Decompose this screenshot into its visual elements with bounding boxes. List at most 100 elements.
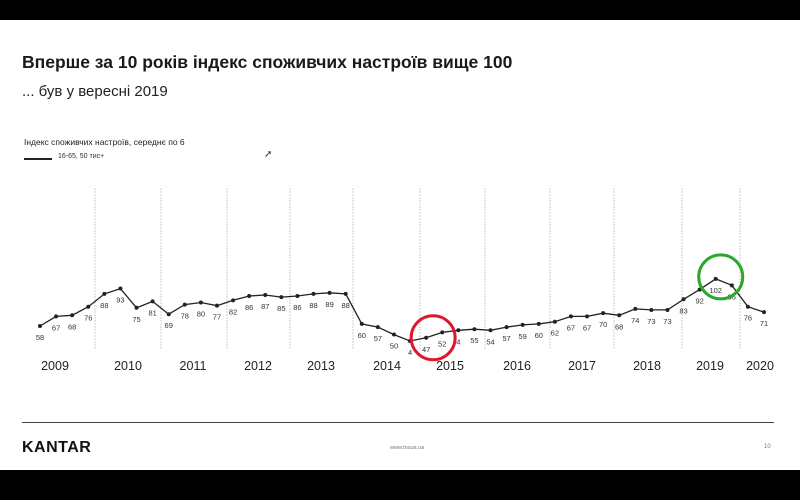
data-label: 54	[486, 337, 494, 346]
data-label: 50	[390, 342, 398, 351]
data-label: 74	[631, 316, 639, 325]
data-label: 76	[744, 314, 752, 323]
data-label: 89	[325, 300, 333, 309]
data-point	[150, 299, 155, 304]
year-tick-label: 2017	[568, 359, 596, 373]
slide: Вперше за 10 років індекс споживчих наст…	[0, 20, 800, 470]
data-label: 69	[165, 321, 173, 330]
data-point	[38, 324, 42, 328]
green-highlight-circle	[697, 253, 745, 301]
kantar-logo: KANTAR	[22, 439, 92, 456]
data-label: 73	[663, 317, 671, 326]
data-label: 52	[438, 339, 446, 348]
data-point	[263, 292, 268, 297]
data-label: 88	[100, 301, 108, 310]
data-point	[601, 311, 606, 316]
line-chart: 2009 2010 2011 2012 2013 2014 2015 2016 2017 2018…	[36, 188, 774, 373]
data-label: 81	[148, 308, 156, 317]
data-label: 4	[408, 348, 412, 357]
data-point	[681, 297, 686, 302]
series-line	[39, 278, 765, 342]
footer-divider	[22, 422, 774, 423]
chart-title: Індекс споживчих настроїв, середнє по 6	[24, 137, 185, 147]
legend-line-swatch	[24, 158, 52, 160]
mouse-cursor-icon: ➚	[264, 149, 273, 160]
data-point	[488, 328, 493, 333]
data-label: 60	[358, 331, 366, 340]
slide-title: Вперше за 10 років індекс споживчих наст…	[22, 52, 513, 72]
data-point	[585, 314, 590, 319]
data-point	[568, 314, 573, 319]
data-point	[231, 298, 236, 303]
data-label: 4	[456, 337, 460, 346]
data-label: 68	[615, 322, 623, 331]
data-label: 77	[213, 313, 221, 322]
data-point	[54, 314, 59, 319]
data-label: 75	[132, 315, 140, 324]
data-point	[375, 325, 380, 330]
data-point	[182, 302, 187, 307]
year-tick-label: 2009	[41, 359, 69, 373]
year-tick-label: 2015	[436, 359, 464, 373]
data-point	[327, 290, 332, 295]
data-label: 102	[709, 286, 722, 295]
data-label: 68	[68, 322, 76, 331]
data-point	[424, 335, 429, 340]
data-label: 76	[84, 314, 92, 323]
data-label: 67	[567, 323, 575, 332]
data-point	[762, 310, 766, 315]
year-tick-label: 2018	[633, 359, 661, 373]
data-label: 88	[309, 301, 317, 310]
data-label: 87	[261, 302, 269, 311]
data-point	[86, 304, 91, 309]
data-label: 80	[197, 309, 205, 318]
year-tick-label: 2014	[373, 359, 401, 373]
data-label: 55	[470, 336, 478, 345]
data-point	[745, 304, 750, 309]
data-label: 78	[181, 312, 189, 321]
data-label: 73	[647, 317, 655, 326]
data-point	[504, 325, 509, 330]
data-label: 83	[679, 306, 687, 315]
data-point	[343, 291, 348, 296]
data-point	[456, 328, 461, 333]
slide-subtitle: ... був у вересні 2019	[22, 83, 168, 100]
data-point	[633, 306, 638, 311]
data-point	[134, 305, 139, 310]
data-point	[118, 286, 123, 291]
data-label: 58	[36, 333, 44, 342]
data-point	[391, 332, 396, 337]
red-highlight-circle	[409, 314, 457, 362]
data-point	[311, 291, 316, 296]
data-label: 71	[760, 319, 768, 328]
year-tick-label: 2012	[244, 359, 272, 373]
data-point	[279, 295, 284, 300]
data-point	[536, 321, 541, 326]
data-point	[198, 300, 203, 305]
data-point	[102, 291, 107, 296]
data-point	[617, 313, 622, 318]
data-label: 86	[293, 303, 301, 312]
data-label: 57	[502, 334, 510, 343]
data-label: 93	[116, 296, 124, 305]
data-point	[665, 307, 670, 312]
data-label: 88	[342, 301, 350, 310]
year-tick-label: 2010	[114, 359, 142, 373]
year-tick-label: 2016	[503, 359, 531, 373]
data-label: 92	[695, 297, 703, 306]
data-point	[440, 330, 445, 335]
legend-entry: 16-65, 50 тис+	[58, 153, 105, 160]
data-label: 47	[422, 345, 430, 354]
data-label: 85	[277, 304, 285, 313]
data-label: 60	[535, 331, 543, 340]
data-label: 57	[374, 334, 382, 343]
data-label: 67	[583, 323, 591, 332]
year-tick-label: 2011	[180, 359, 207, 373]
data-point	[166, 312, 171, 317]
data-label: 82	[229, 307, 237, 316]
data-point	[520, 322, 525, 327]
data-point	[359, 321, 364, 326]
data-label: 59	[518, 332, 526, 341]
data-point	[247, 294, 252, 299]
data-label: 86	[245, 303, 253, 312]
